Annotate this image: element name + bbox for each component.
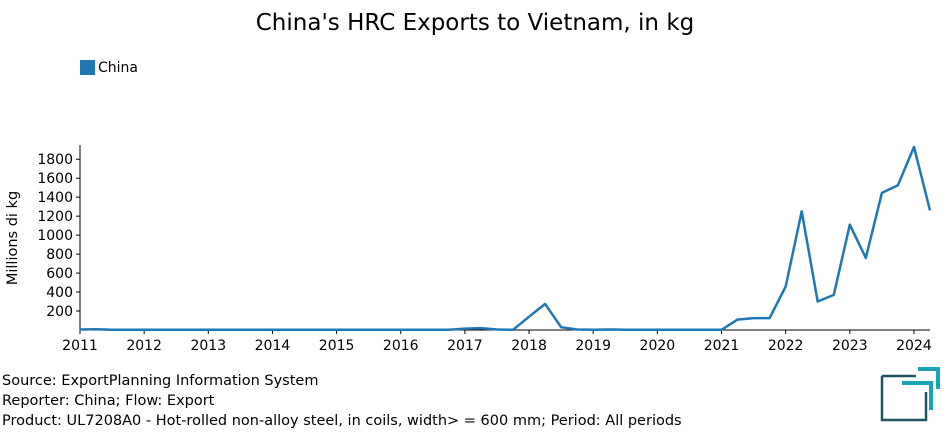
y-tick-label: 800 — [46, 247, 73, 263]
x-tick-label: 2018 — [511, 338, 547, 354]
footer-source: Source: ExportPlanning Information Syste… — [2, 373, 319, 389]
x-tick-label: 2021 — [704, 338, 740, 354]
x-tick-label: 2013 — [190, 338, 226, 354]
exportplanning-logo-icon — [880, 367, 940, 422]
x-tick-label: 2014 — [255, 338, 291, 354]
x-tick-label: 2015 — [319, 338, 355, 354]
legend-label-china: China — [98, 60, 138, 76]
chart-title: China's HRC Exports to Vietnam, in kg — [256, 10, 694, 36]
x-tick-label: 2011 — [62, 338, 98, 354]
y-tick-label: 1800 — [37, 152, 73, 168]
y-tick-label: 200 — [46, 304, 73, 320]
y-tick-label: 400 — [46, 285, 73, 301]
legend-swatch-china — [80, 60, 95, 75]
x-tick-label: 2024 — [896, 338, 932, 354]
y-axis-label: Millions di kg — [5, 191, 21, 285]
x-axis: 2011 2012 2013 2014 2015 2016 2017 2018 2019 2020… — [62, 329, 932, 354]
y-tick-label: 1200 — [37, 209, 73, 225]
x-tick-label: 2019 — [575, 338, 611, 354]
series-layer — [79, 145, 932, 332]
footer-product: Product: UL7208A0 - Hot-rolled non-alloy… — [2, 413, 682, 429]
y-tick-label: 1400 — [37, 190, 73, 206]
y-tick-label: 600 — [46, 266, 73, 282]
y-axis: 200 400 600 800 1000 1200 1400 1600 1800 — [37, 145, 81, 330]
footer-reporter: Reporter: China; Flow: Export — [2, 393, 215, 409]
x-tick-label: 2017 — [447, 338, 483, 354]
y-tick-label: 1000 — [37, 228, 73, 244]
x-tick-label: 2012 — [126, 338, 162, 354]
x-tick-label: 2016 — [383, 338, 419, 354]
x-tick-label: 2022 — [768, 338, 804, 354]
y-tick-label: 1600 — [37, 171, 73, 187]
series-line-china — [79, 145, 932, 332]
x-tick-label: 2023 — [832, 338, 868, 354]
x-tick-label: 2020 — [640, 338, 676, 354]
